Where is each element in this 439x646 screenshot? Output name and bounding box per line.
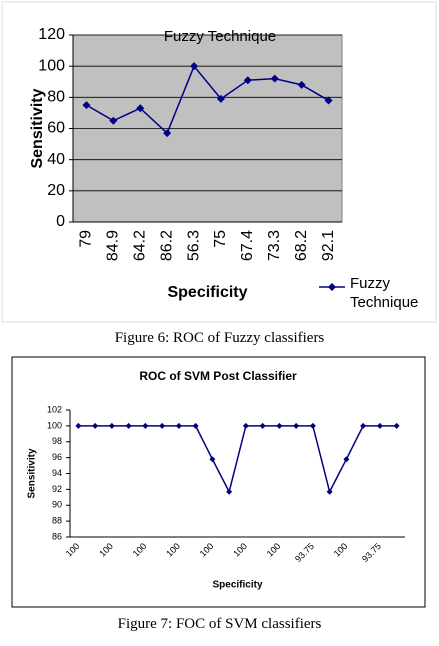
y-tick-label: 80 [47,89,65,106]
x-tick-label: 100 [97,541,115,559]
x-tick-label: 93.75 [360,541,383,564]
x-tick-label: 79 [78,230,95,248]
data-point [324,96,333,105]
caption: Figure 6: ROC of Fuzzy classifiers [114,330,325,346]
y-tick-label: 86 [52,531,62,541]
data-point [326,488,333,495]
data-point [209,456,216,463]
x-tick-label: 100 [131,541,149,559]
data-point [192,422,199,429]
x-tick-label: 100 [64,541,82,559]
y-tick-label: 0 [56,213,65,230]
y-axis-label: Sensitivity [27,448,38,498]
series-line [86,64,329,135]
data-point [270,74,279,83]
x-tick-label: 100 [231,541,249,559]
data-point [136,104,145,113]
data-point [142,422,149,429]
x-tick-label: 84.9 [105,230,122,261]
y-tick-label: 88 [52,516,62,526]
data-point [190,62,199,71]
data-point [259,422,266,429]
data-point [163,129,172,138]
y-axis-label: Sensitivity [29,88,46,168]
y-tick-label: 92 [52,484,62,494]
data-point [82,101,91,110]
y-tick-label: 60 [47,120,65,137]
y-tick-label: 20 [47,182,65,199]
x-tick-label: 100 [332,541,350,559]
x-axis-label: Specificity [167,284,247,301]
data-point [343,456,350,463]
x-tick-label: 56.3 [185,230,202,261]
y-tick-label: 100 [38,57,65,74]
data-point [226,488,233,495]
data-point [393,422,400,429]
y-tick-label: 120 [38,26,65,43]
x-tick-label: 100 [198,541,216,559]
y-tick-label: 90 [52,500,62,510]
data-point [109,116,118,125]
y-tick-label: 102 [47,404,62,414]
y-tick-label: 100 [47,420,62,430]
data-point [276,422,283,429]
chart-title: ROC of SVM Post Classifier [139,369,297,383]
y-tick-label: 98 [52,436,62,446]
x-tick-label: 68.2 [293,230,310,261]
data-point [297,80,306,89]
y-tick-label: 96 [52,452,62,462]
data-point [175,422,182,429]
data-point [242,422,249,429]
chart-title: Fuzzy Technique [164,28,276,45]
figure-frame [1,1,437,323]
x-tick-label: 100 [265,541,283,559]
caption: Figure 7: FOC of SVM classifiers [117,616,322,632]
x-tick-label: 100 [164,541,182,559]
x-tick-label: 86.2 [158,230,175,261]
y-tick-label: 94 [52,468,62,478]
data-point [309,422,316,429]
data-point [92,422,99,429]
x-tick-label: 67.4 [239,230,256,261]
x-tick-label: 92.1 [320,230,337,261]
data-point [159,422,166,429]
data-point [360,422,367,429]
legend-marker [328,283,336,291]
data-point [75,422,82,429]
data-point [376,422,383,429]
data-point [243,76,252,85]
y-tick-label: 40 [47,151,65,168]
legend-label: Fuzzy Technique [350,275,419,311]
x-tick-label: 75 [212,230,229,248]
x-tick-label: 93.75 [293,541,316,564]
figure-frame [11,356,426,608]
plot-area [70,410,405,537]
x-axis-label: Specificity [212,580,262,591]
x-tick-label: 64.2 [131,230,148,261]
data-point [216,94,225,103]
data-point [293,422,300,429]
x-tick-label: 73.3 [266,230,283,261]
data-point [125,422,132,429]
data-point [108,422,115,429]
